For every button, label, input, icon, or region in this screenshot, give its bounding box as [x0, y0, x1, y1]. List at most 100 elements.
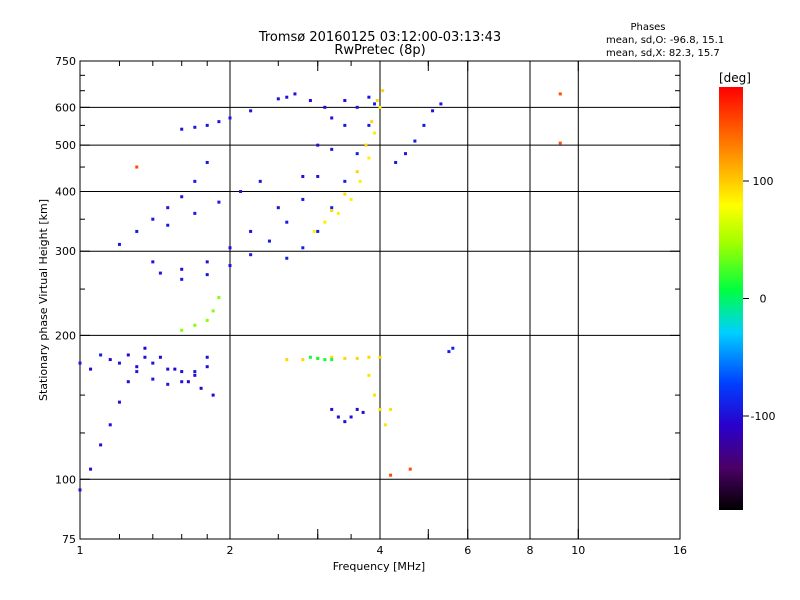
phases-x-stats: mean, sd,X: 82.3, 15.7 [606, 48, 720, 59]
data-point [151, 361, 155, 365]
data-point [117, 242, 121, 246]
data-point [408, 467, 412, 471]
data-point [343, 192, 347, 196]
x-tick-label: 2 [227, 544, 234, 557]
data-point [316, 229, 320, 233]
data-point [367, 123, 371, 127]
y-tick-label: 100 [55, 473, 76, 486]
data-point [193, 323, 197, 327]
data-point [211, 393, 215, 397]
data-point [180, 127, 184, 131]
x-tick-label: 8 [527, 544, 534, 557]
x-tick-label: 16 [673, 544, 687, 557]
data-point [228, 246, 232, 250]
data-point [389, 473, 393, 477]
data-point [316, 174, 320, 178]
data-point [158, 271, 162, 275]
data-point [343, 123, 347, 127]
colorbar-tick-label: 0 [760, 293, 767, 306]
data-point [301, 197, 305, 201]
data-point [355, 105, 359, 109]
data-point [323, 105, 327, 109]
y-tick-label: 400 [55, 185, 76, 198]
data-point [217, 120, 221, 124]
data-point [375, 99, 379, 103]
data-point [343, 99, 347, 103]
data-point [249, 229, 253, 233]
data-point [89, 367, 93, 371]
data-point [323, 358, 327, 362]
data-point [558, 141, 562, 145]
data-point [135, 229, 139, 233]
data-point [143, 346, 147, 350]
data-point [126, 380, 130, 384]
data-point [378, 355, 382, 359]
data-point [349, 415, 353, 419]
data-point [370, 120, 374, 124]
data-point [180, 328, 184, 332]
tick-layer: 1 2 4 6 8 10 16 75 100 200 300 400 500 600 750 [55, 55, 687, 557]
data-point [343, 179, 347, 183]
data-point [99, 353, 103, 357]
data-point [293, 92, 297, 96]
data-point [205, 365, 209, 369]
data-point [217, 296, 221, 300]
data-point [381, 89, 385, 93]
data-point [180, 267, 184, 271]
data-point [193, 211, 197, 215]
data-point [413, 139, 417, 143]
data-point [239, 189, 243, 193]
data-point [205, 318, 209, 322]
data-point [285, 256, 289, 260]
phases-o-stats: mean, sd,O: -96.8, 15.1 [606, 35, 724, 46]
data-point [336, 415, 340, 419]
data-point [205, 273, 209, 277]
data-point [301, 358, 305, 362]
chart-title: Tromsø 20160125 03:12:00-03:13:43 [258, 30, 501, 45]
data-point [308, 355, 312, 359]
data-point [330, 147, 334, 151]
data-point [316, 356, 320, 360]
data-point [151, 260, 155, 264]
data-point [117, 361, 121, 365]
data-point [389, 407, 393, 411]
data-point [285, 220, 289, 224]
data-point [439, 102, 443, 106]
data-point [205, 260, 209, 264]
data-point [193, 370, 197, 374]
data-point [108, 358, 112, 362]
data-point [180, 370, 184, 374]
data-point [308, 99, 312, 103]
data-point [301, 246, 305, 250]
data-point [258, 179, 262, 183]
data-point [99, 443, 103, 447]
y-axis-label: Stationary phase Virtual Height [km] [37, 199, 50, 401]
data-point [117, 400, 121, 404]
data-point [180, 195, 184, 199]
x-tick-label: 6 [464, 544, 471, 557]
data-point [228, 116, 232, 120]
data-point [355, 152, 359, 156]
data-point [330, 206, 334, 210]
data-point [267, 239, 271, 243]
colorbar-tick-label: 100 [753, 175, 774, 188]
data-point [285, 95, 289, 99]
data-point [151, 377, 155, 381]
data-point [373, 131, 377, 135]
x-tick-label: 1 [77, 544, 84, 557]
data-point [312, 229, 316, 233]
chart-subtitle: RwPretec (8p) [334, 43, 425, 58]
data-point [217, 200, 221, 204]
grid-layer [80, 61, 680, 539]
data-point [330, 407, 334, 411]
data-point [373, 393, 377, 397]
colorbar-ticks: 100 0 -100 [743, 175, 775, 423]
data-point [422, 123, 426, 127]
y-tick-label: 300 [55, 245, 76, 258]
data-point [78, 361, 82, 365]
data-points-layer [78, 89, 562, 492]
data-point [403, 152, 407, 156]
data-point [330, 116, 334, 120]
data-point [228, 264, 232, 268]
